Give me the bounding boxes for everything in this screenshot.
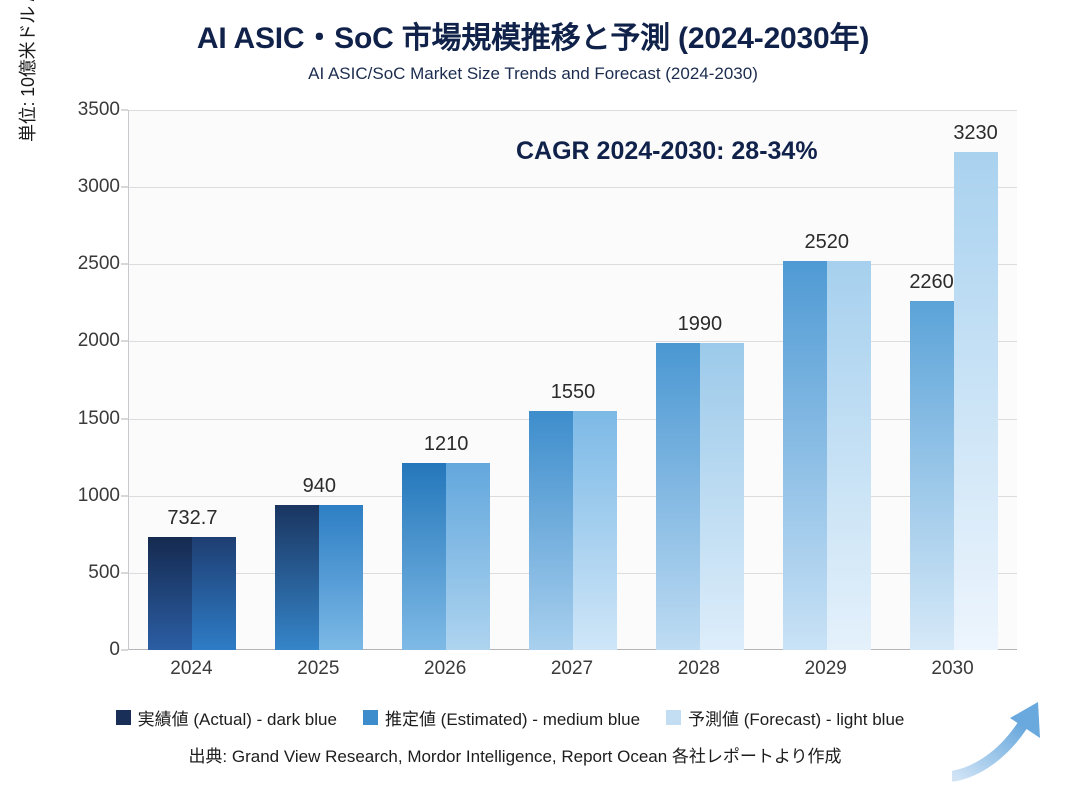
bar-group-2027[interactable]: 1550 [510,110,637,650]
bar-2024[interactable]: 732.7 [148,507,237,650]
bar-fill-left [528,410,573,650]
chart-header: AI ASIC・SoC 市場規模推移と予測 (2024-2030年) AI AS… [0,22,1066,84]
bar-group-2026[interactable]: 1210 [383,110,510,650]
bar-value-label: 2260 [909,271,954,294]
x-axis-tick-label: 2026 [424,658,467,679]
bar-fill-left [402,463,447,650]
x-axis-tick-label: 2029 [804,658,847,679]
bar-fill [909,301,954,650]
y-axis-tick-mark [121,418,128,420]
bar-fill-left [148,536,193,650]
plot-area: 732.7 940 1210 1550 1990 2520 2260 3230 [128,110,1017,650]
bar-fill-right [319,504,364,650]
bar-2026[interactable]: 1210 [402,433,491,650]
legend-item-1[interactable]: 推定値 (Estimated) - medium blue [362,705,641,730]
bar-group-2024[interactable]: 732.7 [129,110,256,650]
growth-arrow-icon [948,684,1062,790]
bar-2030-low[interactable]: 2260 [909,271,954,650]
y-axis-tick-label: 500 [88,561,120,583]
bar-value-label: 2520 [804,231,849,254]
bar-fill-right [572,410,617,650]
x-axis-tick-label: 2025 [297,658,340,679]
bar-2030-high[interactable]: 3230 [953,122,998,650]
bar-fill-left [655,342,700,650]
source-note: 出典: Grand View Research, Mordor Intellig… [188,747,842,766]
y-axis-tick-mark [121,495,128,497]
legend-swatch-icon [666,710,682,725]
x-axis-tick-label: 2028 [677,658,720,679]
x-axis-tick-label: 2027 [550,658,594,679]
bar-fill-right [192,536,237,650]
page-title: AI ASIC・SoC 市場規模推移と予測 (2024-2030年) [196,22,870,55]
gridline [129,110,1017,111]
y-axis-tick-mark [121,109,128,111]
legend-label: 実績値 (Actual) - dark blue [137,710,337,729]
legend-item-0[interactable]: 実績値 (Actual) - dark blue [115,705,337,730]
y-axis-tick-label: 1500 [77,407,120,429]
bar-2029[interactable]: 2520 [782,231,871,650]
legend-swatch-icon [115,710,131,725]
bar-group-2030[interactable]: 2260 3230 [890,110,1017,650]
y-axis-tick-label: 2000 [77,330,120,352]
bar-series: 732.7 940 1210 1550 1990 2520 2260 3230 [129,110,1017,650]
bar-fill [953,151,998,650]
bar-fill-right [699,342,744,650]
y-axis-tick-mark [121,186,128,188]
y-axis-tick-mark [121,340,128,342]
y-axis-tick-label: 3500 [77,99,120,120]
y-axis-tick-mark [121,649,128,651]
bar-fill-left [275,504,320,650]
bar-fill-right [826,261,871,650]
bar-fill-right [446,463,491,650]
bar-value-label: 3230 [953,121,998,144]
bar-value-label: 1210 [423,433,469,456]
gridline [129,187,1017,189]
legend-item-2[interactable]: 予測値 (Forecast) - light blue [666,705,904,730]
bar-2028[interactable]: 1990 [655,313,744,650]
bar-group-2025[interactable]: 940 [256,110,383,650]
y-axis-tick-mark [121,572,128,574]
y-axis-tick-label: 3000 [77,176,120,198]
gridline [129,264,1017,266]
x-axis-tick-label: 2024 [170,658,213,679]
gridline [129,341,1017,343]
bar-2027[interactable]: 1550 [528,381,617,650]
y-axis-tick-label: 1000 [77,484,120,506]
bar-value-label: 732.7 [167,506,218,529]
bar-group-2029[interactable]: 2520 [763,110,890,650]
cagr-annotation: CAGR 2024-2030: 28-34% [516,137,818,165]
chart-subtitle: AI ASIC/SoC Market Size Trends and Forec… [308,63,758,83]
bar-value-label: 1990 [677,312,723,335]
legend-label: 推定値 (Estimated) - medium blue [384,710,641,729]
bar-value-label: 1550 [550,380,596,403]
chart-legend: 実績値 (Actual) - dark blue 推定値 (Estimated) … [0,705,1020,730]
x-axis-tick-label: 2030 [931,658,974,679]
legend-swatch-icon [362,710,378,725]
y-axis-tick-label: 2500 [77,253,120,275]
y-axis-tick-mark [121,263,128,265]
legend-label: 予測値 (Forecast) - light blue [688,710,905,729]
bar-group-2028[interactable]: 1990 [636,110,763,650]
bar-value-label: 940 [302,474,336,497]
bar-2025[interactable]: 940 [275,475,364,650]
y-axis-tick-label: 0 [109,639,120,660]
bar-fill-left [782,261,827,650]
